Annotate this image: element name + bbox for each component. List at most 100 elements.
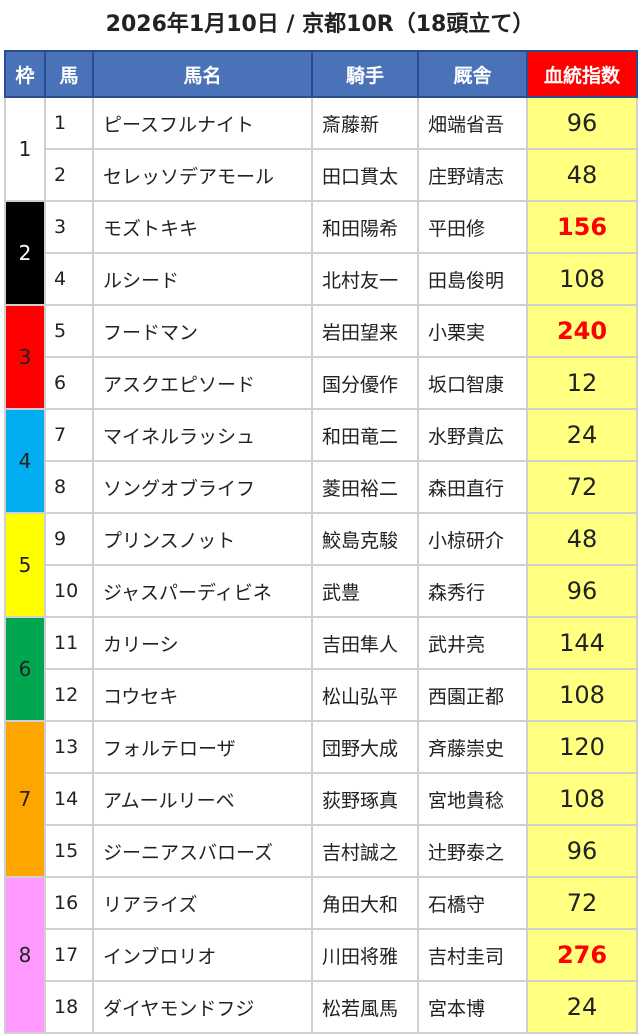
pedigree-index: 96 [526,564,638,618]
horse-number: 8 [44,460,94,514]
trainer-name: 西園正都 [417,668,528,722]
horse-number: 7 [44,408,94,462]
pedigree-index: 72 [526,876,638,930]
table-row[interactable]: 6 11 カリーシ 吉田隼人 武井亮 144 [4,616,638,722]
table-row[interactable]: 6 アスクエピソード 国分優作 坂口智康 12 [5,356,638,410]
horse-name: プリンスノット [92,512,313,566]
header-waku[interactable]: 枠 [4,50,46,98]
pedigree-index: 108 [526,668,638,722]
trainer-name: 宮本博 [417,980,528,1034]
horse-number: 2 [44,148,94,202]
horse-number: 11 [44,616,94,670]
horse-name: セレッソデアモール [92,148,313,202]
jockey-name: 松山弘平 [311,668,419,722]
jockey-name: 和田竜二 [311,408,419,462]
table-row[interactable]: 1 1 ピースフルナイト 斎藤新 畑端省吾 96 [4,96,638,202]
horse-name: アスクエピソード [92,356,313,410]
header-trainer[interactable]: 厩舎 [417,50,528,98]
frame-cell: 7 [4,720,46,878]
horse-name: インブロリオ [92,928,313,982]
horse-number: 13 [44,720,94,774]
table-row[interactable]: 17 インブロリオ 川田将雅 吉村圭司 276 [5,928,638,982]
horse-name: モズトキキ [92,200,313,254]
trainer-name: 畑端省吾 [417,96,528,150]
trainer-name: 坂口智康 [417,356,528,410]
table-row[interactable]: 5 9 プリンスノット 鮫島克駿 小椋研介 48 [4,512,638,618]
horse-number: 16 [44,876,94,930]
pedigree-index: 108 [526,252,638,306]
trainer-name: 武井亮 [417,616,528,670]
pedigree-index: 24 [526,408,638,462]
horse-name: マイネルラッシュ [92,408,313,462]
trainer-name: 石橋守 [417,876,528,930]
jockey-name: 松若風馬 [311,980,419,1034]
pedigree-index: 276 [526,928,638,982]
trainer-name: 宮地貴稔 [417,772,528,826]
header-name[interactable]: 馬名 [92,50,313,98]
pedigree-index: 96 [526,824,638,878]
jockey-name: 角田大和 [311,876,419,930]
table-row[interactable]: 8 16 リアライズ 角田大和 石橋守 72 [4,876,638,1034]
horse-name: リアライズ [92,876,313,930]
trainer-name: 小椋研介 [417,512,528,566]
horse-number: 9 [44,512,94,566]
jockey-name: 国分優作 [311,356,419,410]
horse-number: 10 [44,564,94,618]
table-row[interactable]: 4 ルシード 北村友一 田島俊明 108 [5,252,638,306]
trainer-name: 吉村圭司 [417,928,528,982]
jockey-name: 団野大成 [311,720,419,774]
jockey-name: 吉村誠之 [311,824,419,878]
trainer-name: 小栗実 [417,304,528,358]
horse-number: 12 [44,668,94,722]
pedigree-index: 156 [526,200,638,254]
table-row[interactable]: 15 ジーニアスバローズ 吉村誠之 辻野泰之 96 [5,824,638,878]
horse-name: ジャスパーディビネ [92,564,313,618]
jockey-name: 鮫島克駿 [311,512,419,566]
jockey-name: 吉田隼人 [311,616,419,670]
trainer-name: 水野貴広 [417,408,528,462]
header-num[interactable]: 馬 [44,50,94,98]
horse-name: ピースフルナイト [92,96,313,150]
header-index[interactable]: 血統指数 [526,50,638,98]
frame-cell: 1 [4,96,46,202]
table-row[interactable]: 12 コウセキ 松山弘平 西園正都 108 [5,668,638,722]
horse-name: アムールリーベ [92,772,313,826]
trainer-name: 斉藤崇史 [417,720,528,774]
jockey-name: 田口貫太 [311,148,419,202]
table-row[interactable]: 10 ジャスパーディビネ 武豊 森秀行 96 [5,564,638,618]
table-row[interactable]: 8 ソングオブライフ 菱田裕二 森田直行 72 [5,460,638,514]
table-header-row: 枠 馬 馬名 騎手 厩舎 血統指数 [4,50,638,98]
jockey-name: 北村友一 [311,252,419,306]
table-row[interactable]: 4 7 マイネルラッシュ 和田竜二 水野貴広 24 [4,408,638,514]
horse-number: 3 [44,200,94,254]
pedigree-index: 48 [526,512,638,566]
pedigree-index: 108 [526,772,638,826]
horse-name: カリーシ [92,616,313,670]
table-row[interactable]: 7 13 フォルテローザ 団野大成 斉藤崇史 120 [4,720,638,878]
pedigree-index: 144 [526,616,638,670]
horse-name: フォルテローザ [92,720,313,774]
trainer-name: 辻野泰之 [417,824,528,878]
page-title: 2026年1月10日 / 京都10R（18頭立て） [105,12,535,37]
pedigree-index: 72 [526,460,638,514]
frame-cell: 5 [4,512,46,618]
horse-name: ソングオブライフ [92,460,313,514]
jockey-name: 岩田望来 [311,304,419,358]
horse-number: 6 [44,356,94,410]
jockey-name: 川田将雅 [311,928,419,982]
race-entry-table: 枠 馬 馬名 騎手 厩舎 血統指数 1 1 ピースフルナイト 斎藤新 畑端省吾 96 2 セレ… [4,50,638,1034]
table-row[interactable]: 2 3 モズトキキ 和田陽希 平田修 156 [4,200,638,306]
trainer-name: 田島俊明 [417,252,528,306]
frame-cell: 6 [4,616,46,722]
table-row[interactable]: 18 ダイヤモンドフジ 松若風馬 宮本博 24 [5,980,638,1034]
horse-number: 4 [44,252,94,306]
table-row[interactable]: 2 セレッソデアモール 田口貫太 庄野靖志 48 [5,148,638,202]
table-row[interactable]: 14 アムールリーベ 荻野琢真 宮地貴稔 108 [5,772,638,826]
header-jockey[interactable]: 騎手 [311,50,419,98]
horse-number: 14 [44,772,94,826]
horse-name: ダイヤモンドフジ [92,980,313,1034]
table-row[interactable]: 3 5 フードマン 岩田望来 小栗実 240 [4,304,638,410]
horse-number: 15 [44,824,94,878]
horse-name: ジーニアスバローズ [92,824,313,878]
frame-cell: 2 [4,200,46,306]
